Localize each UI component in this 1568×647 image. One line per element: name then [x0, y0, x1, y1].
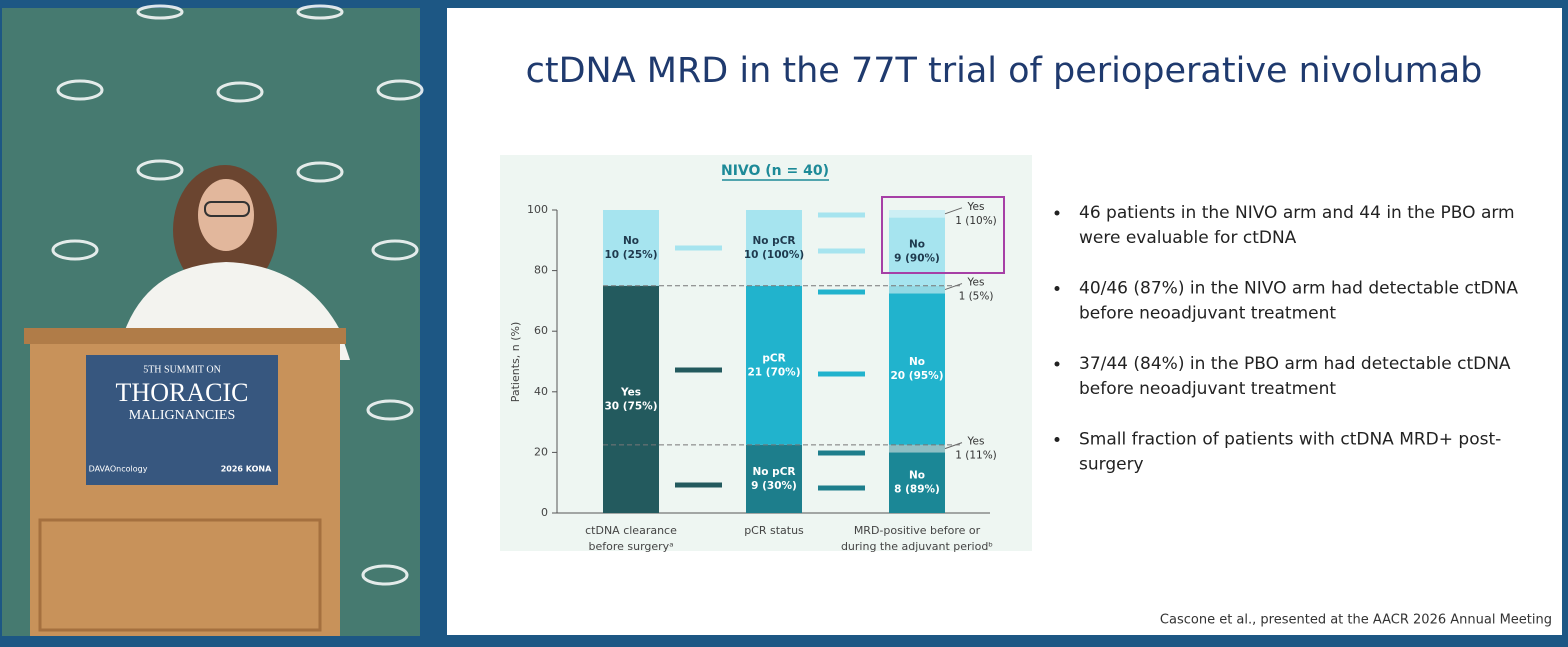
wall-logos [51, 4, 424, 586]
bar-segment [889, 217, 945, 286]
bar-segment [889, 444, 945, 453]
bullet-dot [1054, 210, 1060, 216]
bar-segment [746, 444, 802, 513]
segment-name: No [909, 239, 925, 251]
y-tick-label: 40 [534, 385, 548, 398]
bullet-text: before neoadjuvant treatment [1079, 379, 1336, 399]
segment-count: 1 (11%) [955, 450, 997, 462]
bullet-text: 46 patients in the NIVO arm and 44 in th… [1079, 203, 1515, 223]
bar-segment [746, 210, 802, 286]
label-leader [944, 442, 963, 450]
segment-count: 30 (75%) [605, 400, 658, 412]
segment-count: 21 (70%) [748, 366, 801, 378]
segment-name: Yes [967, 201, 985, 213]
bar-segment [889, 452, 945, 513]
x-tick-label: MRD-positive before or [854, 524, 981, 537]
label-leader [944, 283, 963, 291]
y-axis-label: Patients, n (%) [509, 322, 522, 403]
segment-count: 9 (30%) [751, 480, 797, 492]
podium: 5TH SUMMIT ON THORACIC MALIGNANCIES DAVA… [24, 328, 346, 636]
sign-text: MALIGNANCIES [129, 408, 236, 423]
segment-count: 10 (25%) [605, 249, 658, 261]
x-tick-label: before surgeryᵃ [588, 540, 673, 553]
sign-logo: 2026 KONA [221, 465, 272, 474]
bar-segment [746, 285, 802, 445]
segment-name: No pCR [753, 466, 796, 478]
segment-count: 20 (95%) [891, 370, 944, 382]
x-tick-label: during the adjuvant periodᵇ [841, 540, 993, 553]
segment-name: No [909, 470, 925, 482]
bullet-text: surgery [1079, 455, 1144, 475]
sign-text: 5TH SUMMIT ON [143, 364, 221, 375]
x-tick-label: pCR status [744, 524, 804, 537]
segment-name: No pCR [753, 235, 796, 247]
segment-count: 1 (10%) [955, 215, 997, 227]
bullet-text: 40/46 (87%) in the NIVO arm had detectab… [1079, 279, 1518, 299]
bar-segment [889, 210, 945, 218]
segment-name: No [909, 356, 925, 368]
segment-name: Yes [620, 386, 641, 398]
bullet-text: 37/44 (84%) in the PBO arm had detectabl… [1079, 354, 1511, 374]
bullet-list: 46 patients in the NIVO arm and 44 in th… [1054, 203, 1518, 475]
chart: 0 20 40 60 80 100 ctDNA clearance before surger… [527, 201, 997, 553]
y-tick-label: 60 [534, 324, 548, 337]
segment-name: Yes [967, 436, 985, 448]
segment-name: No [623, 235, 639, 247]
bullet-dot [1054, 437, 1060, 442]
slide-title: ctDNA MRD in the 77T trial of perioperat… [526, 51, 1483, 91]
citation: Cascone et al., presented at the AACR 20… [1160, 613, 1552, 628]
segment-count: 8 (89%) [894, 484, 940, 496]
chart-title: NIVO (n = 40) [721, 163, 829, 179]
segment-count: 10 (100%) [744, 249, 804, 261]
label-leader [944, 207, 963, 215]
segment-count: 1 (5%) [959, 291, 994, 303]
segment-count: 9 (90%) [894, 253, 940, 265]
x-tick-label: ctDNA clearance [585, 524, 677, 537]
y-tick-label: 80 [534, 264, 548, 277]
y-tick-label: 0 [541, 506, 548, 519]
sign-logo: DAVAOncology [89, 465, 148, 474]
bar-segment [889, 293, 945, 445]
bullet-text: Small fraction of patients with ctDNA MR… [1079, 430, 1501, 450]
segment-name: pCR [762, 352, 785, 364]
bullet-dot [1054, 286, 1060, 291]
sign-text: THORACIC [116, 378, 249, 407]
segment-name: Yes [967, 277, 985, 289]
bar-segment [603, 285, 659, 513]
bullet-text: before neoadjuvant treatment [1079, 304, 1336, 324]
bar-segment [889, 285, 945, 294]
bar-segment [603, 210, 659, 286]
highlight-box [881, 196, 1005, 274]
bullet-text: were evaluable for ctDNA [1079, 228, 1297, 248]
bullet-dot [1054, 361, 1060, 367]
flow-arrows [675, 212, 865, 491]
y-tick-label: 100 [527, 203, 548, 216]
y-tick-label: 20 [534, 445, 548, 458]
